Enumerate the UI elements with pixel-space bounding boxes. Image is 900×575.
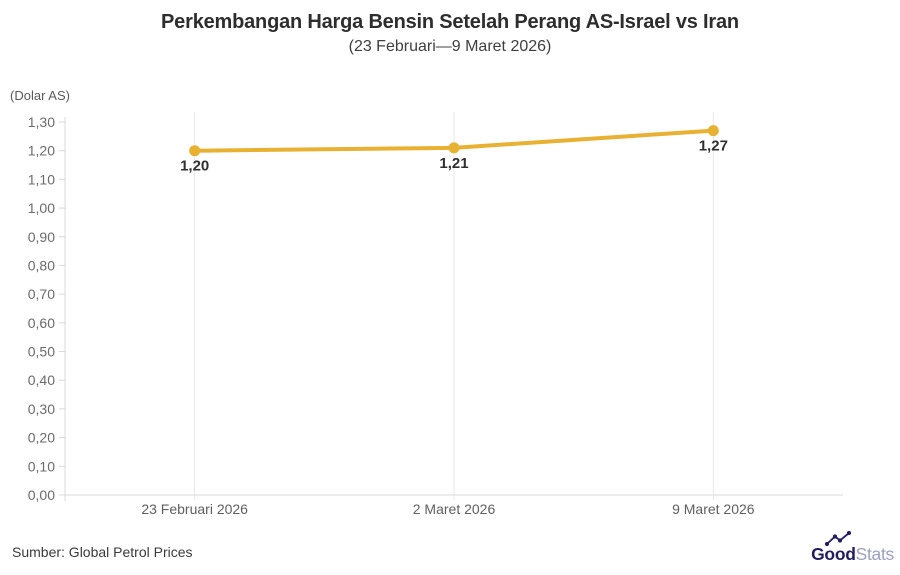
y-axis-tick-label: 1,00 <box>28 200 55 216</box>
x-axis-label: 2 Maret 2026 <box>413 501 496 517</box>
page-subtitle: (23 Februari—9 Maret 2026) <box>348 38 552 55</box>
page-title: Perkembangan Harga Bensin Setelah Perang… <box>161 11 739 33</box>
y-axis-unit-label: (Dolar AS) <box>10 88 70 103</box>
y-axis-tick-label: 1,20 <box>28 143 55 159</box>
x-axis-label: 9 Maret 2026 <box>672 501 755 517</box>
y-axis-tick-label: 1,30 <box>28 114 55 130</box>
y-axis-tick-label: 0,40 <box>28 372 55 388</box>
data-point-label: 1,27 <box>699 138 728 155</box>
y-axis-tick-label: 0,50 <box>28 344 55 360</box>
y-axis-tick-label: 1,10 <box>28 171 55 187</box>
source-label: Sumber: Global Petrol Prices <box>12 544 193 560</box>
gas-price-line-chart: 0,00 0,10 0,20 0,30 0,40 0,50 0,60 0,70 0,80 0,90… <box>28 112 843 517</box>
y-axis-tick-label: 0,20 <box>28 430 55 446</box>
logo-text: GoodStats <box>811 544 894 565</box>
data-point[interactable] <box>189 145 201 157</box>
y-axis-tick-label: 0,10 <box>28 458 55 474</box>
data-point[interactable] <box>707 125 719 137</box>
y-axis-tick-label: 0,80 <box>28 257 55 273</box>
y-axis-tick-label: 0,30 <box>28 401 55 417</box>
x-axis-label: 23 Februari 2026 <box>141 501 248 517</box>
data-point-label: 1,21 <box>439 155 468 172</box>
logo-text-good: Good <box>811 544 856 564</box>
data-point-label: 1,20 <box>180 158 209 175</box>
y-axis-tick-label: 0,90 <box>28 229 55 245</box>
y-axis-tick-label: 0,70 <box>28 286 55 302</box>
y-axis-tick-label: 0,60 <box>28 315 55 331</box>
data-point[interactable] <box>448 142 460 154</box>
logo-text-stats: Stats <box>855 544 895 564</box>
logo-sparkline-icon <box>824 531 852 547</box>
goodstats-logo: GoodStats <box>806 531 894 567</box>
y-axis-tick-label: 0,00 <box>28 487 55 503</box>
